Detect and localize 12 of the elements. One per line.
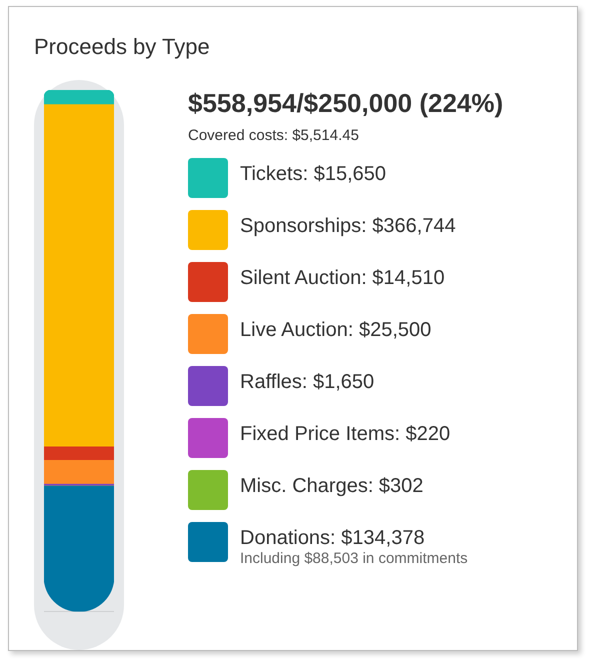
- legend-label: Silent Auction: $14,510: [240, 266, 445, 291]
- text: Including $88,503 in commitments: [240, 550, 468, 567]
- legend-label: Sponsorships: $366,744: [240, 214, 456, 239]
- legend-label: Donations: $134,378: [240, 527, 425, 549]
- legend-label: Fixed Price Items: $220: [240, 422, 450, 447]
- legend-label: Tickets: $15,650: [240, 162, 386, 187]
- legend-label: Live Auction: $25,500: [240, 318, 432, 343]
- text: $558,954/$250,000 (224%): [188, 88, 504, 119]
- legend-label: Misc. Charges: $302: [240, 474, 424, 499]
- chart-title: Proceeds by Type: [34, 34, 210, 60]
- text: Covered costs: $5,514.45: [188, 127, 360, 144]
- legend-label: Raffles: $1,650: [240, 370, 374, 395]
